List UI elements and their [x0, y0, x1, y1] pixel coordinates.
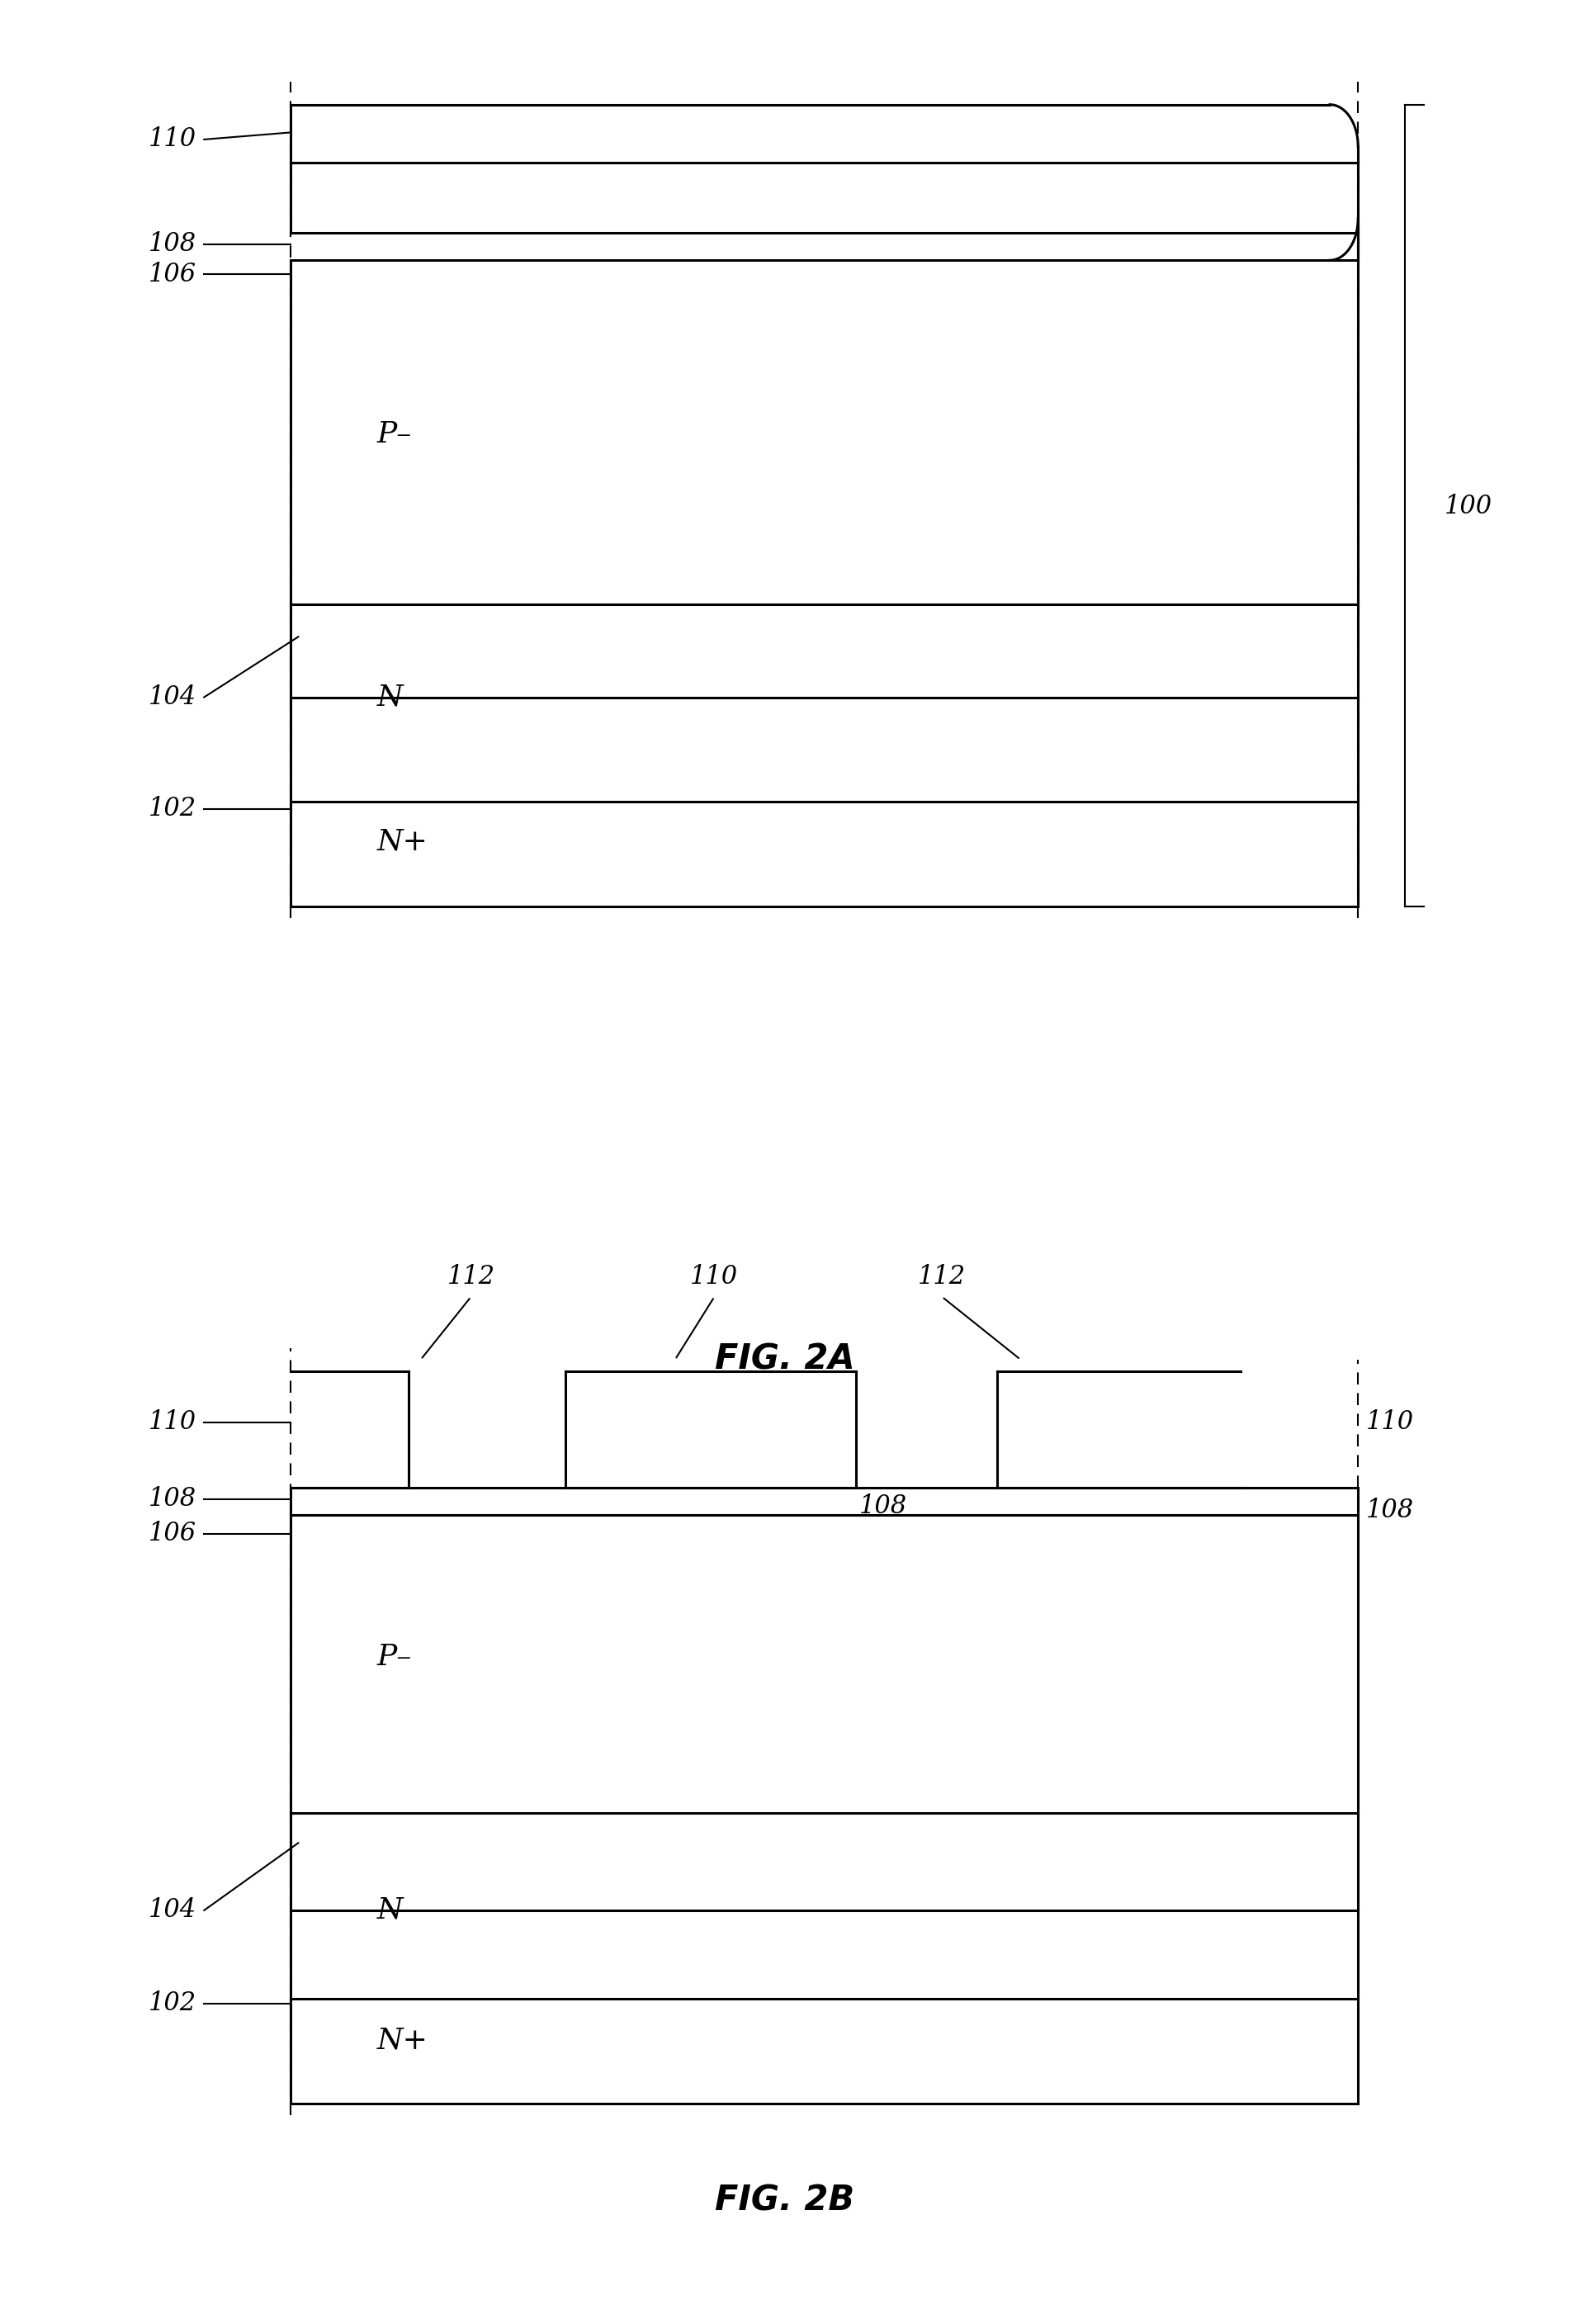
- Text: 110: 110: [691, 1264, 738, 1290]
- Text: P–: P–: [377, 1643, 411, 1671]
- Text: 108: 108: [148, 1485, 196, 1513]
- Text: 110: 110: [148, 1408, 196, 1436]
- Text: 112: 112: [918, 1264, 966, 1290]
- Text: 102: 102: [148, 1989, 196, 2017]
- Text: N–: N–: [377, 1896, 418, 1924]
- Text: 108: 108: [148, 230, 196, 258]
- Text: N+: N+: [377, 827, 429, 855]
- Text: 104: 104: [148, 683, 196, 711]
- Text: 110: 110: [148, 125, 196, 153]
- Text: 106: 106: [148, 260, 196, 288]
- Text: P–: P–: [377, 421, 411, 449]
- Text: 112: 112: [447, 1264, 495, 1290]
- Text: FIG. 2B: FIG. 2B: [716, 2185, 854, 2217]
- Text: FIG. 2A: FIG. 2A: [714, 1343, 856, 1376]
- Text: N–: N–: [377, 683, 418, 711]
- Text: N+: N+: [377, 2027, 429, 2054]
- Text: 104: 104: [148, 1896, 196, 1924]
- Text: 108: 108: [1366, 1497, 1415, 1525]
- Text: 106: 106: [148, 1520, 196, 1548]
- Text: 108: 108: [859, 1492, 907, 1520]
- Text: 102: 102: [148, 795, 196, 823]
- Text: 110: 110: [1366, 1408, 1415, 1436]
- Text: 100: 100: [1444, 493, 1493, 521]
